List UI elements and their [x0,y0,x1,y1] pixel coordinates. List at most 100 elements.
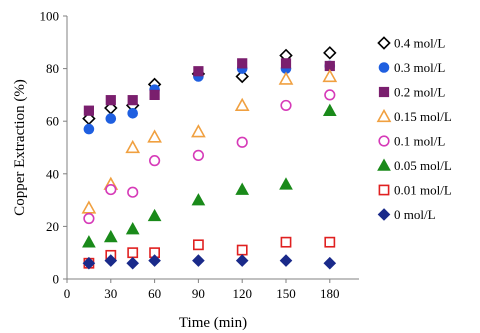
series-4 [83,89,336,225]
data-point [83,212,95,225]
data-point [193,66,204,77]
x-tick-label: 60 [148,286,161,301]
series-1 [83,60,336,135]
legend-marker [377,208,391,221]
data-point [149,89,160,101]
data-point [105,95,116,106]
data-point [82,235,96,248]
data-point [278,71,294,85]
data-point [235,254,249,267]
plot-frame [66,16,359,280]
legend-marker [378,184,390,196]
data-point [105,113,117,124]
data-point [192,149,204,161]
x-tick-label: 30 [104,286,117,301]
axis-ticks: 0 30 60 90 120 150 180 0 20 40 60 80 100 [40,9,340,302]
data-point [279,254,293,267]
data-point [126,256,140,270]
legend-item: 0.15 mol/L [376,108,452,124]
data-point [193,239,204,251]
data-point [234,97,250,112]
legend-label: 0.05 mol/L [394,158,452,173]
x-tick-label: 90 [192,286,205,301]
series-6 [83,236,336,269]
x-tick-label: 120 [232,286,252,301]
y-axis-label: Copper Extraction (%) [12,79,28,216]
y-tick-label: 80 [46,61,59,76]
legend-item: 0.01 mol/L [378,183,452,198]
data-point [323,46,337,60]
data-point [82,256,96,270]
data-point [83,123,95,135]
legend-label: 0.4 mol/L [394,36,445,51]
data-point [147,208,162,222]
y-tick-label: 0 [53,272,60,287]
legend-marker [378,62,390,73]
x-axis-label: Time (min) [179,315,247,331]
data-point [322,68,338,83]
legend-marker [377,36,391,50]
legend-item: 0 mol/L [377,207,436,222]
data-point [191,124,206,138]
data-point [324,236,336,248]
y-tick-label: 20 [46,219,59,234]
data-point [147,129,162,143]
legend-marker [378,86,390,98]
data-point [127,186,139,198]
data-point [104,254,118,267]
legend: 0.4 mol/L 0.3 mol/L 0.2 mol/L 0.15 mol/L 0.1… [376,36,452,222]
legend-item: 0.05 mol/L [377,158,452,173]
data-points [81,46,338,270]
data-point [323,256,337,270]
data-point [103,229,118,243]
legend-label: 0.01 mol/L [394,183,452,198]
x-tick-label: 150 [276,286,296,301]
x-tick-label: 180 [320,286,340,301]
data-point [148,254,161,267]
data-point [127,247,139,259]
series-3 [81,68,338,214]
legend-label: 0 mol/L [394,207,436,222]
legend-label: 0.2 mol/L [394,85,445,100]
data-point [125,222,140,235]
y-tick-label: 40 [46,166,59,181]
data-point [280,99,292,112]
data-point [322,103,337,116]
data-point [149,155,161,167]
y-tick-label: 60 [46,114,59,129]
data-point [127,95,138,106]
series-7 [82,254,337,270]
legend-item: 0.3 mol/L [378,60,445,75]
legend-label: 0.3 mol/L [394,60,445,75]
data-point [235,69,249,84]
series-0 [82,46,337,126]
legend-item: 0.2 mol/L [378,85,445,100]
data-point [236,244,248,256]
data-point [81,200,97,214]
data-point [191,193,206,206]
data-point [279,177,293,190]
data-point [192,254,205,267]
legend-marker [377,158,391,171]
data-point [237,58,248,69]
legend-marker [378,135,390,147]
y-tick-label: 100 [40,9,60,24]
legend-item: 0.4 mol/L [377,36,445,51]
data-point [105,183,117,196]
data-point [83,105,95,116]
data-point [235,182,250,195]
legend-item: 0.1 mol/L [378,134,445,149]
data-point [324,89,336,101]
legend-marker [376,108,392,123]
series-5 [82,103,337,248]
data-point [280,236,292,248]
x-tick-label: 0 [64,286,71,301]
legend-label: 0.1 mol/L [394,134,445,149]
data-point [236,136,248,148]
data-point [125,139,141,154]
series-2 [83,58,335,116]
data-point [127,108,138,119]
data-point [280,58,292,69]
